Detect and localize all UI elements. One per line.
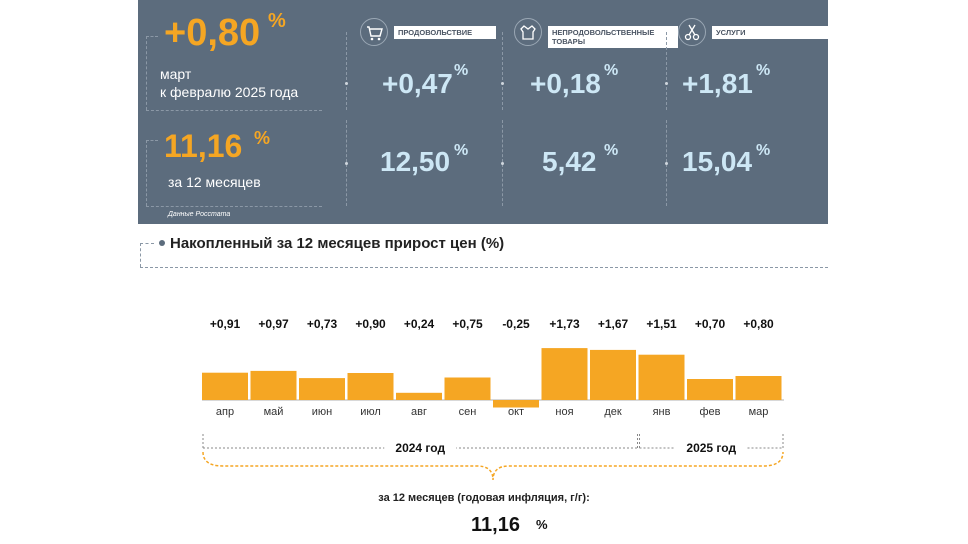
x-tick-label: фев <box>699 406 720 418</box>
bar <box>202 372 248 400</box>
bar <box>299 378 345 400</box>
category-annual-value: 15,04 <box>682 146 753 177</box>
bar <box>444 377 491 400</box>
category-label: УСЛУГИ <box>712 26 830 39</box>
footer-percent-sign: % <box>536 517 548 532</box>
marker-dot <box>665 82 668 85</box>
bar-value-label: +0,24 <box>404 317 435 331</box>
section-title: Накопленный за 12 месяцев прирост цен (%… <box>170 235 505 252</box>
x-tick-label: мар <box>749 406 769 418</box>
percent-sign: % <box>454 62 469 79</box>
annual-period-label: за 12 месяцев <box>168 174 261 190</box>
section-connector <box>140 267 828 268</box>
group-label-bg <box>675 440 748 456</box>
section-connector <box>140 243 154 244</box>
bar-value-label: +0,90 <box>355 317 386 331</box>
bar <box>250 370 297 400</box>
x-tick-label: апр <box>216 406 234 418</box>
x-tick-label: дек <box>604 406 622 418</box>
section-connector <box>140 243 141 267</box>
category-monthly-value: +0,47 <box>382 68 453 99</box>
bar-value-label: +1,73 <box>549 317 580 331</box>
percent-sign: % <box>756 142 771 159</box>
group-label-bg <box>384 440 457 456</box>
divider <box>146 140 147 206</box>
bar <box>735 376 782 400</box>
bar <box>396 392 442 400</box>
footer-annual-value: 11,16 <box>471 514 520 536</box>
bar <box>493 400 539 408</box>
x-tick-label: июн <box>312 406 332 418</box>
category-label: НЕПРОДОВОЛЬСТВЕННЫЕ ТОВАРЫ <box>548 26 678 48</box>
source-note: Данные Росстата <box>168 211 231 218</box>
divider <box>146 110 322 111</box>
bar-value-label: +1,67 <box>598 317 629 331</box>
monthly-period-line1: март <box>160 66 192 82</box>
category-annual-value: 12,50 <box>380 146 451 177</box>
monthly-inflation-value: +0,80 <box>164 12 261 54</box>
percent-sign: % <box>756 62 771 79</box>
marker-dot <box>345 162 348 165</box>
scissors-icon <box>678 18 706 46</box>
monthly-inflation-bar-chart: +0,91 апр +0,97 май +0,73 июн +0,90 июл +0,24 авг… <box>202 317 784 481</box>
curly-brace <box>202 451 784 481</box>
bar-value-label: +0,70 <box>695 317 726 331</box>
annual-inflation-value: 11,16 <box>164 128 243 164</box>
divider <box>502 32 503 110</box>
marker-dot <box>501 82 504 85</box>
bar-value-label: +0,91 <box>210 317 241 331</box>
bar <box>590 349 636 400</box>
bar <box>347 373 394 400</box>
bar <box>638 354 685 400</box>
monthly-period-line2: к февралю 2025 года <box>160 84 299 100</box>
divider <box>146 140 158 141</box>
percent-sign: % <box>604 62 619 79</box>
stats-panel: +0,80 % март к февралю 2025 года 11,16 %… <box>138 0 830 224</box>
section-bullet <box>159 240 165 246</box>
bar-value-label: +0,97 <box>258 317 289 331</box>
divider <box>146 36 147 110</box>
x-tick-label: авг <box>411 406 427 418</box>
x-tick-label: май <box>264 406 284 418</box>
bar-value-label: +0,75 <box>452 317 483 331</box>
divider <box>346 32 347 110</box>
x-tick-label: ноя <box>555 406 573 418</box>
percent-sign: % <box>454 142 469 159</box>
x-tick-label: янв <box>653 406 671 418</box>
category-annual-value: 5,42 <box>542 146 597 177</box>
bar-value-label: -0,25 <box>502 317 530 331</box>
bar <box>687 379 733 400</box>
x-tick-label: сен <box>459 406 477 418</box>
category-label: ПРОДОВОЛЬСТВИЕ <box>394 26 496 39</box>
bar <box>541 348 588 400</box>
footer-caption: за 12 месяцев (годовая инфляция, г/г): <box>378 492 590 504</box>
group-label: 2025 год <box>686 441 736 455</box>
divider <box>146 206 322 207</box>
shopping-cart-icon <box>360 18 388 46</box>
x-tick-label: июл <box>360 406 381 418</box>
divider <box>146 36 158 37</box>
jacket-icon <box>514 18 542 46</box>
category-monthly-value: +1,81 <box>682 68 753 99</box>
bar-value-label: +1,51 <box>646 317 677 331</box>
bar-value-label: +0,80 <box>743 317 774 331</box>
percent-sign: % <box>254 128 271 148</box>
divider <box>666 32 667 110</box>
percent-sign: % <box>604 142 619 159</box>
marker-dot <box>501 162 504 165</box>
marker-dot <box>345 82 348 85</box>
bar-value-label: +0,73 <box>307 317 338 331</box>
marker-dot <box>665 162 668 165</box>
percent-sign: % <box>268 10 286 32</box>
category-monthly-value: +0,18 <box>530 68 601 99</box>
x-tick-label: окт <box>508 406 524 418</box>
group-label: 2024 год <box>395 441 445 455</box>
